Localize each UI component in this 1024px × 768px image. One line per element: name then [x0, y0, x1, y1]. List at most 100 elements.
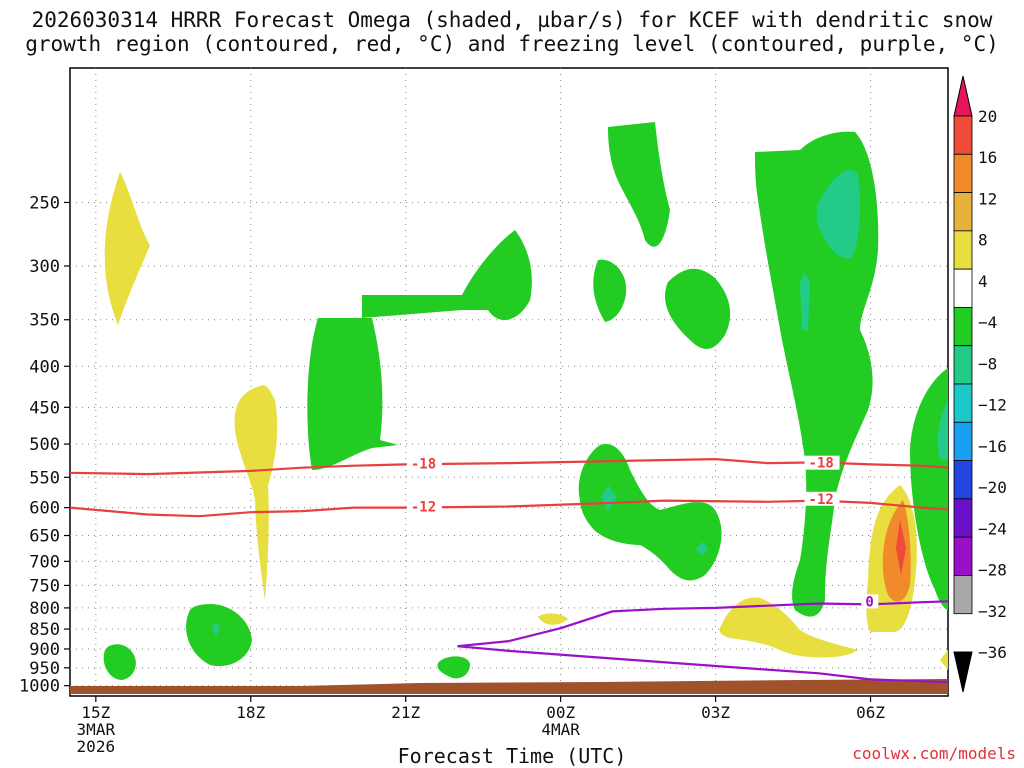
colorbar-swatch: [953, 115, 973, 155]
y-tick-label: 850: [29, 620, 60, 640]
x-tick-label: 00Z: [546, 703, 575, 722]
x-axis-title: Forecast Time (UTC): [397, 744, 627, 768]
omega-cell-green-15z-low: [103, 644, 136, 680]
omega-cell-green-22z-low: [437, 656, 470, 679]
y-tick-label: 800: [29, 599, 60, 619]
contour-label-bg: [804, 491, 840, 506]
colorbar-label: −36: [978, 643, 1007, 662]
colorbar-swatch: [953, 153, 973, 193]
colorbar-swatch: [953, 421, 973, 461]
omega-cell-green-21z-shear-band: [362, 230, 532, 321]
omega-cell-yellow-23z-low: [538, 613, 568, 625]
x-tick-label: 18Z: [236, 703, 265, 722]
colorbar-top-arrow: [953, 75, 973, 117]
colorbar-label: −24: [978, 519, 1007, 538]
y-tick-label: 450: [29, 398, 60, 418]
y-tick-label: 400: [29, 357, 60, 377]
contour-freezing-level: [457, 600, 949, 648]
colorbar-label: −16: [978, 437, 1007, 456]
omega-cell-yellow-18z: [234, 385, 278, 600]
omega-cell-green-08z-mid: [910, 368, 948, 610]
contour-label-bg: [406, 499, 442, 514]
omega-cell-green-01z-mid: [593, 259, 627, 322]
x-tick-label: 06Z: [856, 703, 885, 722]
x-tick-label: 15Z: [81, 703, 110, 722]
colorbar-label: −32: [978, 602, 1007, 621]
omega-cell-green-19z-20z: [307, 318, 398, 470]
colorbar-label: 20: [978, 107, 997, 126]
site-credit[interactable]: coolwx.com/models: [852, 744, 1016, 763]
omega-cell-green-01z-low: [578, 444, 722, 581]
contour-label-dgz-minus12: -12: [809, 492, 834, 508]
y-tick-label: 700: [29, 552, 60, 572]
colorbar-swatch: [953, 268, 973, 308]
omega-cell-green-02z-mid: [664, 268, 731, 350]
colorbar-swatch: [953, 345, 973, 385]
colorbar-swatch: [953, 460, 973, 500]
contour-label-freezing-level: 0: [865, 594, 873, 610]
omega-cell-yellow-upper-15z: [104, 172, 150, 325]
y-tick-label: 1000: [19, 677, 60, 697]
colorbar: 20 16 12 8 4 −4 −8 −12 −16 −20 −24 −28 −32 −36: [953, 75, 1007, 693]
y-tick-label: 250: [29, 193, 60, 213]
omega-cell-teal-01z-low: [601, 485, 617, 512]
colorbar-swatch: [953, 498, 973, 538]
contour-label-bg: [804, 455, 840, 470]
colorbar-swatch: [953, 192, 973, 232]
contour-dgz-minus18: [69, 457, 949, 476]
terrain-strip: [70, 679, 948, 694]
colorbar-swatch: [953, 307, 973, 347]
omega-cell-green-01z-upper: [608, 122, 670, 247]
x-tick-label: 03Z: [701, 703, 730, 722]
y-tick-label: 550: [29, 468, 60, 488]
colorbar-swatch: [953, 383, 973, 423]
x-tick-label: 21Z: [391, 703, 420, 722]
colorbar-label: 4: [978, 272, 988, 291]
omega-cell-teal-17z: [212, 622, 220, 636]
omega-cell-teal-03z-low: [695, 542, 708, 556]
contour-label-dgz-minus12: -12: [411, 499, 436, 515]
colorbar-label: −20: [978, 478, 1007, 497]
omega-cell-teal-05z-upper: [816, 169, 860, 259]
colorbar-label: −28: [978, 561, 1007, 580]
y-tick-label: 600: [29, 499, 60, 519]
contour-label-dgz-minus18: -18: [411, 456, 436, 472]
y-axis: 2503003504004505005506006507007508008509…: [19, 193, 70, 697]
contour-label-dgz-minus18: -18: [809, 456, 834, 472]
contour-lines: -18 -12 0 -18 -12: [69, 455, 949, 684]
omega-shading: [103, 122, 948, 680]
y-tick-label: 900: [29, 640, 60, 660]
colorbar-label: 12: [978, 189, 997, 208]
terrain-fill: [70, 679, 948, 694]
contour-lower-zero-line: [457, 645, 949, 684]
colorbar-bottom-arrow: [953, 651, 973, 693]
colorbar-label: −4: [978, 313, 997, 332]
omega-cell-red-07z: [896, 520, 906, 575]
x-tick-year-label: 2026: [77, 737, 116, 756]
colorbar-label: 16: [978, 148, 997, 167]
y-tick-label: 650: [29, 527, 60, 547]
colorbar-label: 8: [978, 231, 988, 250]
y-tick-label: 350: [29, 311, 60, 331]
colorbar-swatch: [953, 575, 973, 615]
colorbar-swatch: [953, 230, 973, 270]
x-tick-date-label: 3MAR: [77, 720, 116, 739]
colorbar-label: −12: [978, 396, 1007, 415]
y-tick-label: 300: [29, 257, 60, 277]
omega-cell-teal-05z-mid: [800, 272, 810, 330]
chart-title-line-1: 2026030314 HRRR Forecast Omega (shaded, …: [31, 8, 993, 32]
colorbar-swatch: [953, 536, 973, 576]
chart-title-line-2: growth region (contoured, red, °C) and f…: [25, 32, 999, 56]
omega-cell-yellow-08z-low: [940, 650, 948, 670]
omega-cell-teal-08z-mid: [937, 400, 948, 460]
contour-label-bg: [406, 456, 442, 471]
y-tick-label: 950: [29, 659, 60, 679]
contour-dgz-minus12: [69, 499, 949, 518]
colorbar-label: −8: [978, 354, 997, 373]
contour-label-bg: [861, 594, 879, 609]
y-tick-label: 500: [29, 435, 60, 455]
x-tick-date-label: 4MAR: [541, 720, 580, 739]
omega-cell-green-17z: [186, 604, 252, 667]
